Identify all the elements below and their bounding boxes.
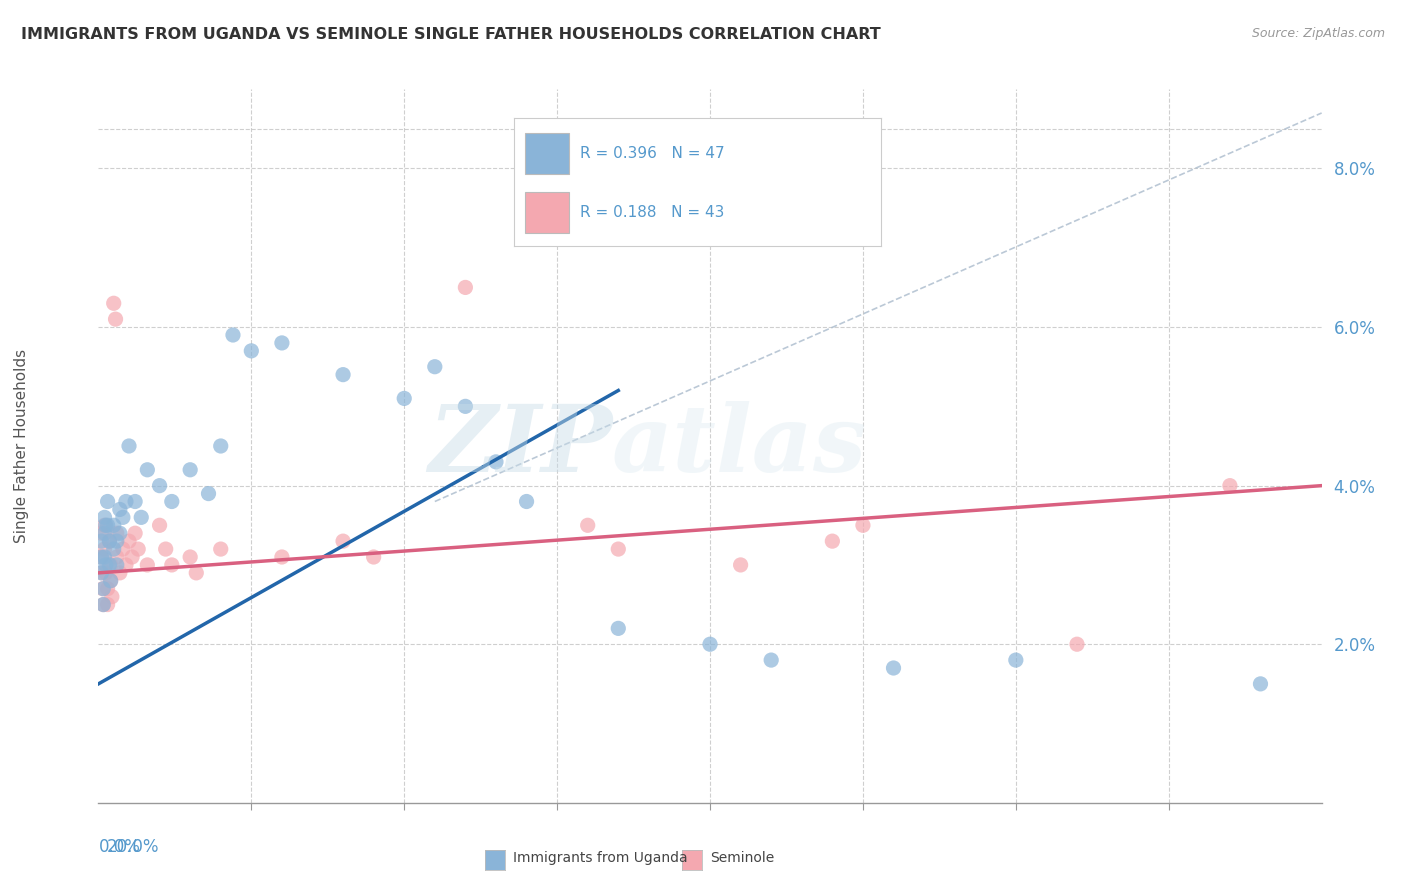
Point bbox=[761, 653, 783, 667]
Text: Seminole: Seminole bbox=[710, 851, 775, 865]
Point bbox=[1219, 478, 1241, 492]
Point bbox=[103, 296, 125, 310]
Point bbox=[93, 526, 115, 541]
Point bbox=[91, 582, 114, 596]
Point bbox=[179, 549, 201, 564]
Point bbox=[100, 574, 122, 588]
Point bbox=[118, 439, 141, 453]
Point bbox=[90, 549, 112, 564]
Point bbox=[607, 621, 630, 635]
Point bbox=[90, 566, 112, 580]
Text: atlas: atlas bbox=[612, 401, 868, 491]
Point bbox=[91, 566, 114, 580]
Point bbox=[1004, 653, 1026, 667]
Point bbox=[423, 359, 446, 374]
Point bbox=[105, 534, 128, 549]
Point bbox=[108, 526, 131, 541]
Point bbox=[485, 455, 508, 469]
Point bbox=[104, 312, 127, 326]
Point bbox=[127, 542, 149, 557]
Text: Single Father Households: Single Father Households bbox=[14, 349, 28, 543]
Point bbox=[607, 542, 630, 557]
Point bbox=[1066, 637, 1088, 651]
Point bbox=[270, 549, 294, 564]
Point bbox=[699, 637, 721, 651]
Point bbox=[124, 526, 146, 541]
Point bbox=[136, 463, 159, 477]
Point bbox=[209, 542, 232, 557]
Point bbox=[115, 558, 138, 572]
Point bbox=[222, 328, 245, 343]
Point bbox=[97, 518, 120, 533]
Point bbox=[100, 558, 122, 572]
Point bbox=[91, 598, 114, 612]
Point bbox=[332, 534, 354, 549]
Point bbox=[98, 534, 121, 549]
Point bbox=[883, 661, 905, 675]
Point bbox=[576, 518, 599, 533]
Point bbox=[98, 558, 121, 572]
Point bbox=[121, 549, 143, 564]
Point bbox=[129, 510, 152, 524]
Point bbox=[91, 582, 114, 596]
Point bbox=[98, 534, 121, 549]
Point bbox=[179, 463, 201, 477]
Point bbox=[160, 494, 183, 508]
Text: Immigrants from Uganda: Immigrants from Uganda bbox=[513, 851, 688, 865]
Point bbox=[136, 558, 159, 572]
Point bbox=[115, 494, 138, 508]
Point bbox=[270, 335, 294, 350]
Text: ZIP: ZIP bbox=[427, 401, 612, 491]
Point bbox=[105, 526, 128, 541]
Point bbox=[332, 368, 354, 382]
Point bbox=[149, 518, 172, 533]
Point bbox=[852, 518, 875, 533]
Point bbox=[97, 598, 120, 612]
Point bbox=[186, 566, 208, 580]
Point bbox=[103, 518, 125, 533]
Point bbox=[209, 439, 232, 453]
Point bbox=[155, 542, 177, 557]
Point bbox=[118, 534, 141, 549]
Text: Source: ZipAtlas.com: Source: ZipAtlas.com bbox=[1251, 27, 1385, 40]
Point bbox=[90, 526, 112, 541]
Point bbox=[94, 518, 117, 533]
Point bbox=[105, 549, 128, 564]
Point bbox=[240, 343, 263, 358]
Point bbox=[197, 486, 219, 500]
Point bbox=[730, 558, 752, 572]
Point bbox=[454, 280, 477, 294]
Point bbox=[108, 502, 131, 516]
Point bbox=[105, 558, 128, 572]
Point bbox=[108, 566, 131, 580]
Text: 0.0%: 0.0% bbox=[98, 838, 141, 856]
Point bbox=[1250, 677, 1272, 691]
Point bbox=[90, 549, 112, 564]
Point bbox=[363, 549, 385, 564]
Point bbox=[97, 494, 120, 508]
Point bbox=[111, 510, 134, 524]
Point bbox=[160, 558, 183, 572]
Text: IMMIGRANTS FROM UGANDA VS SEMINOLE SINGLE FATHER HOUSEHOLDS CORRELATION CHART: IMMIGRANTS FROM UGANDA VS SEMINOLE SINGL… bbox=[21, 27, 880, 42]
Point bbox=[91, 598, 114, 612]
Point bbox=[124, 494, 146, 508]
Text: 20.0%: 20.0% bbox=[107, 838, 160, 856]
Point bbox=[94, 566, 117, 580]
Point bbox=[93, 510, 115, 524]
Point bbox=[392, 392, 416, 406]
Point bbox=[93, 549, 115, 564]
Point bbox=[516, 494, 538, 508]
Point bbox=[111, 542, 134, 557]
Point bbox=[97, 582, 120, 596]
Point bbox=[100, 574, 122, 588]
Point bbox=[454, 400, 477, 414]
Point bbox=[149, 478, 172, 492]
Point bbox=[101, 590, 124, 604]
Point bbox=[93, 518, 115, 533]
Point bbox=[103, 542, 125, 557]
Point bbox=[90, 534, 112, 549]
Point bbox=[821, 534, 844, 549]
Point bbox=[94, 558, 117, 572]
Point bbox=[93, 542, 115, 557]
